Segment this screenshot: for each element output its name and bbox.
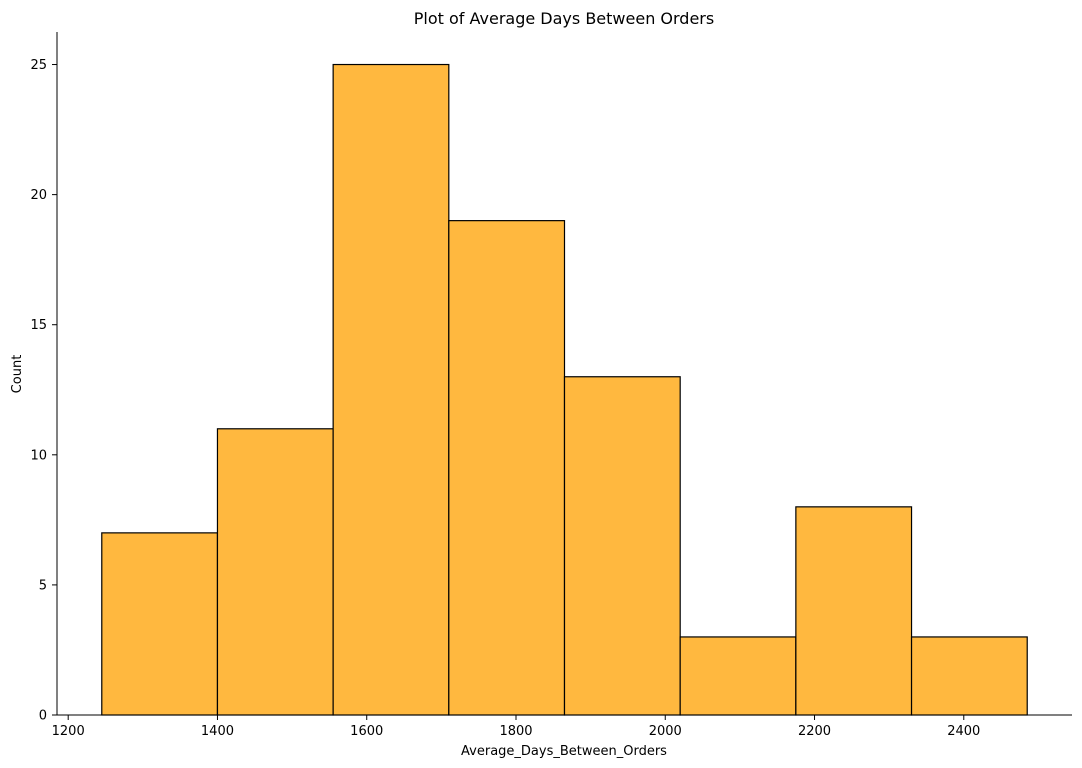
histogram-bar-4 [563, 376, 681, 716]
histogram-bar-7 [910, 636, 1028, 716]
y-tick-label-4: 20 [30, 188, 47, 203]
y-tick-label-0: 0 [39, 709, 47, 724]
histogram-bar-5 [679, 636, 797, 716]
x-tick-label-5: 2200 [798, 724, 831, 739]
y-tick-label-2: 10 [30, 448, 47, 463]
histogram-bar-2 [332, 63, 450, 716]
x-tick-label-6: 2400 [947, 724, 980, 739]
histogram-bar-6 [795, 506, 913, 716]
y-tick-label-1: 5 [39, 578, 47, 593]
bars-group [101, 63, 1028, 716]
x-tick-label-3: 1800 [499, 724, 532, 739]
x-axis-label: Average_Days_Between_Orders [461, 744, 667, 759]
histogram-bar-3 [448, 220, 566, 716]
x-ticks-group: 1200 1400 1600 1800 2000 2200 2400 [52, 715, 980, 739]
x-tick-label-4: 2000 [649, 724, 682, 739]
x-tick-label-0: 1200 [52, 724, 85, 739]
x-tick-label-1: 1400 [201, 724, 234, 739]
chart-title: Plot of Average Days Between Orders [414, 9, 714, 28]
histogram-bar-0 [101, 532, 219, 716]
y-tick-label-3: 15 [30, 318, 47, 333]
histogram-bar-1 [216, 428, 334, 716]
y-tick-label-5: 25 [30, 58, 47, 73]
y-ticks-group: 0 5 10 15 20 25 [30, 58, 57, 724]
x-tick-label-2: 1600 [350, 724, 383, 739]
y-axis-label: Count [10, 355, 25, 394]
